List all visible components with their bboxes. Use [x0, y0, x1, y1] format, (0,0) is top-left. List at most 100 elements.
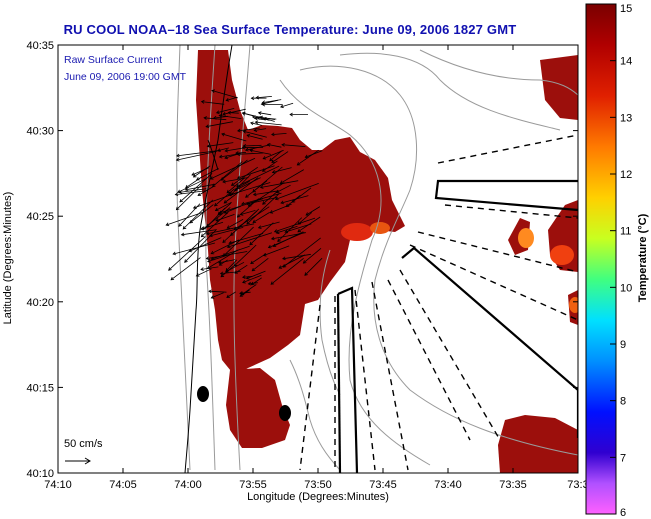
current-vector [275, 183, 319, 200]
y-tick-label: 40:10 [26, 468, 54, 480]
colorbar-tick-label: 13 [620, 112, 632, 124]
y-tick-labels: 40:35 40:30 40:25 40:20 40:15 40:10 [26, 40, 54, 480]
current-vector-head [172, 251, 177, 256]
current-vector-head [179, 198, 183, 203]
current-vector [249, 149, 272, 155]
current-vector-head [205, 124, 210, 129]
current-vector [254, 128, 267, 131]
current-vector [215, 201, 232, 211]
current-vector [237, 165, 275, 179]
colorbar-tick-label: 14 [620, 56, 632, 68]
current-vector-head [280, 104, 284, 109]
current-vector-head [282, 256, 286, 261]
current-vector [228, 233, 264, 244]
colorbar-tick-label: 10 [620, 282, 632, 294]
current-vector [177, 177, 208, 193]
current-vector [305, 206, 321, 216]
current-vector [281, 144, 306, 147]
current-vector [262, 191, 277, 205]
current-vector-head [262, 156, 267, 160]
current-vector-head [177, 189, 181, 193]
coastline [184, 45, 233, 473]
current-vector-head [266, 143, 271, 147]
current-vector-head [237, 128, 241, 133]
current-vector-head [217, 211, 222, 216]
current-vector [226, 96, 238, 101]
current-vector [291, 187, 312, 203]
current-vector-head [165, 222, 170, 227]
current-vector [253, 190, 279, 196]
current-vector [193, 165, 211, 178]
x-tick-labels: 74:10 74:05 74:00 73:55 73:50 73:45 73:40 73:35… [44, 479, 588, 491]
current-vector [206, 121, 233, 128]
sst-warm-edges [341, 222, 578, 313]
current-vector-head [223, 210, 228, 214]
current-vector-head [250, 281, 255, 286]
current-vector-head [291, 199, 296, 203]
current-vector [196, 168, 219, 181]
current-vector [245, 180, 268, 198]
y-tick-label: 40:35 [26, 40, 54, 52]
current-vector [282, 237, 321, 268]
current-vector-head [250, 96, 255, 101]
current-vector-head [249, 241, 253, 246]
current-vector-head [254, 116, 258, 121]
current-vector-head [196, 176, 200, 181]
current-vector-head [175, 157, 180, 162]
current-vector [218, 259, 236, 264]
current-vector [280, 195, 309, 204]
current-vector-head [218, 210, 223, 215]
current-vector [246, 270, 266, 279]
overlay-current-label: Raw Surface Current [64, 54, 162, 66]
surface-current-vectors [165, 89, 323, 299]
current-vector [217, 202, 232, 215]
current-vector-head [245, 201, 250, 206]
current-vector-head [207, 259, 211, 263]
current-vector [219, 259, 228, 266]
current-vector-head [242, 275, 246, 279]
current-vector-head [270, 236, 275, 241]
scale-label: 50 cm/s [64, 438, 103, 450]
current-vector [263, 117, 275, 122]
current-vector [251, 277, 262, 286]
current-vector-head [271, 170, 276, 174]
current-vector-head [222, 239, 226, 244]
current-vector-head [182, 225, 187, 230]
current-vector [220, 159, 248, 181]
x-tick-label: 74:05 [109, 479, 137, 491]
current-vector [225, 259, 238, 272]
current-vector [211, 239, 240, 255]
current-vector [234, 206, 270, 230]
current-vector [297, 212, 313, 225]
current-vector [261, 99, 279, 105]
current-vector [210, 157, 256, 180]
current-vector-head [219, 271, 224, 276]
current-vector [166, 211, 204, 226]
current-vector [276, 225, 298, 234]
y-tick-label: 40:25 [26, 211, 54, 223]
current-vector-head [174, 192, 179, 197]
current-vector-head [278, 265, 283, 269]
current-vector [168, 236, 206, 271]
current-vector [200, 266, 219, 270]
current-vector-head [226, 189, 231, 194]
colorbar-tick-label: 6 [620, 507, 626, 519]
current-vector-head [227, 110, 232, 115]
colorbar-tick-label: 15 [620, 3, 632, 15]
current-vector-head [271, 159, 275, 163]
current-vector [268, 231, 305, 248]
current-vector-head [170, 276, 175, 281]
current-vector [237, 127, 260, 132]
current-vector [215, 214, 235, 222]
current-vector-head [214, 202, 218, 207]
current-vector [251, 257, 269, 272]
current-vector [242, 274, 262, 283]
current-vector [189, 204, 214, 224]
current-vector [196, 268, 212, 277]
current-vector [250, 122, 262, 126]
current-vector [246, 193, 280, 225]
current-vector-head [274, 196, 279, 201]
current-vector-head [289, 112, 293, 117]
current-vector-head [305, 212, 310, 216]
x-tick-label: 73:3 [567, 479, 588, 491]
